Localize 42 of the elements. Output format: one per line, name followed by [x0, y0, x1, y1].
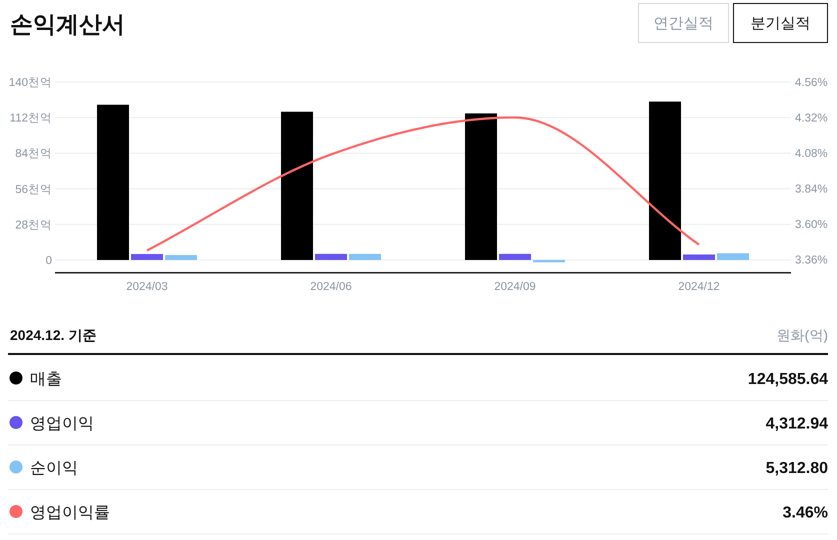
text: 2024.12. 기준 — [10, 327, 96, 343]
bar — [315, 254, 347, 260]
bar — [349, 254, 381, 260]
x-tick-label: 2024/12 — [678, 281, 720, 293]
bar — [465, 113, 497, 260]
y-tick-label: 0 — [46, 254, 52, 267]
y2-tick-label: 3.84% — [795, 183, 828, 196]
y-tick-label: 112천억 — [10, 112, 52, 125]
line-series — [146, 116, 700, 252]
bar — [683, 254, 715, 260]
y2-tick-label: 4.56% — [795, 77, 828, 89]
legend-label: 영업이익률 — [30, 504, 110, 522]
legend-label: 영업이익 — [30, 416, 94, 432]
legend-label: 순이익 — [30, 460, 78, 477]
y2-tick-label: 3.60% — [795, 218, 828, 231]
bar — [281, 112, 313, 260]
bar — [165, 255, 197, 260]
y2-tick-label: 4.32% — [795, 112, 828, 124]
bar — [533, 260, 565, 262]
text: 5,312.80 — [766, 460, 828, 477]
bar — [649, 102, 681, 260]
bar — [131, 254, 163, 260]
text: 3.46% — [782, 504, 828, 522]
bar — [97, 104, 129, 260]
chart-title: 손익계산서 — [10, 11, 125, 37]
x-tick-label: 2024/06 — [310, 281, 352, 293]
x-tick-label: 2024/03 — [126, 281, 168, 293]
y-tick-label: 56천억 — [15, 184, 52, 196]
y2-tick-label: 3.36% — [795, 254, 828, 266]
text: 분기실적 — [750, 15, 810, 32]
x-tick-label: 2024/09 — [494, 281, 536, 293]
bar — [717, 253, 749, 260]
y-tick-label: 140천억 — [8, 77, 52, 89]
y-tick-label: 28천억 — [15, 219, 52, 232]
text: 원화(억) — [776, 327, 828, 343]
y2-tick-label: 4.08% — [795, 148, 828, 160]
text: 연간실적 — [654, 15, 714, 32]
bar — [499, 254, 531, 260]
text: 124,585.64 — [748, 371, 828, 388]
y-tick-label: 84천억 — [15, 148, 52, 160]
legend-label: 매출 — [30, 371, 62, 388]
text: 4,312.94 — [766, 416, 828, 432]
